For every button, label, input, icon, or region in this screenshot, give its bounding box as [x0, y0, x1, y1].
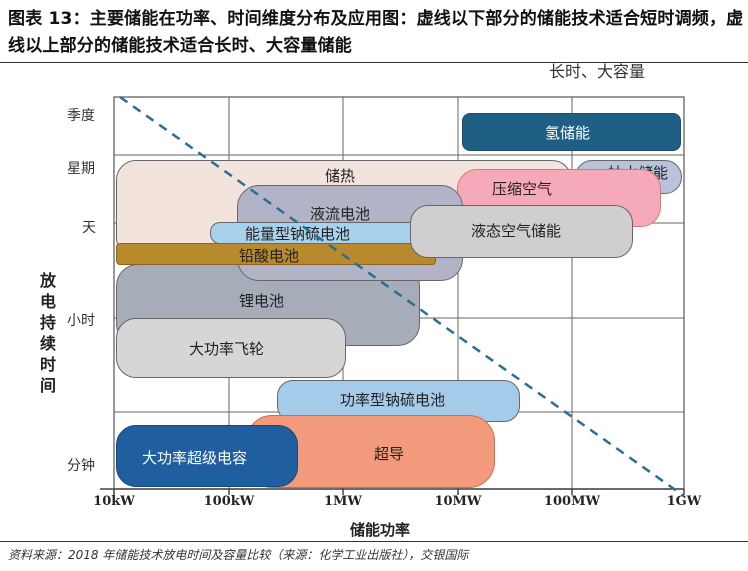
ytick-hour: 小时: [67, 313, 95, 329]
label-energy-nas: 能量型钠硫电池: [245, 225, 351, 243]
xtick-100kw: 100kW: [203, 494, 255, 509]
ytick-quarter: 季度: [67, 108, 95, 124]
xtick-1mw: 1MW: [323, 494, 363, 509]
region-supercap: 大功率超级电容: [116, 425, 298, 487]
label-liquid-air: 液态空气储能: [471, 222, 562, 240]
label-power-nas: 功率型钠硫电池: [340, 391, 446, 409]
label-hydrogen: 氢储能: [545, 124, 591, 142]
ytick-week: 星期: [67, 161, 95, 177]
region-lead-acid: 铅酸电池: [116, 243, 436, 265]
region-flywheel: 大功率飞轮: [116, 318, 346, 378]
y-axis-label: 放电持续时间: [39, 271, 56, 395]
label-supercap: 大功率超级电容: [142, 449, 248, 467]
label-flow-battery: 液流电池: [310, 205, 371, 223]
top-divider: [0, 62, 748, 63]
region-hydrogen: 氢储能: [462, 113, 681, 151]
x-axis-label: 储能功率: [350, 521, 411, 539]
label-lithium: 锂电池: [239, 292, 285, 310]
label-superconducting: 超导: [374, 445, 405, 463]
xtick-1gw: 1GW: [666, 494, 702, 509]
label-thermal: 储热: [325, 167, 356, 185]
xtick-100mw: 100MW: [543, 494, 601, 509]
label-lead-acid: 铅酸电池: [239, 247, 300, 265]
corner-label: 长时、大容量: [549, 62, 646, 81]
source-note: 资料来源：2018 年储能技术放电时间及容量比较（来源：化学工业出版社），交银国…: [8, 548, 469, 562]
figure-title: 图表 13：主要储能在功率、时间维度分布及应用图：虚线以下部分的储能技术适合短时…: [8, 9, 744, 56]
xtick-10mw: 10MW: [434, 494, 482, 509]
ytick-day: 天: [82, 220, 96, 236]
label-compressed-air: 压缩空气: [492, 180, 553, 198]
label-flywheel: 大功率飞轮: [189, 340, 265, 358]
xtick-10kw: 10kW: [93, 494, 135, 509]
bottom-divider: [0, 541, 748, 542]
region-liquid-air: 液态空气储能: [410, 205, 633, 258]
ytick-minute: 分钟: [67, 458, 95, 474]
x-axis: [100, 488, 685, 495]
